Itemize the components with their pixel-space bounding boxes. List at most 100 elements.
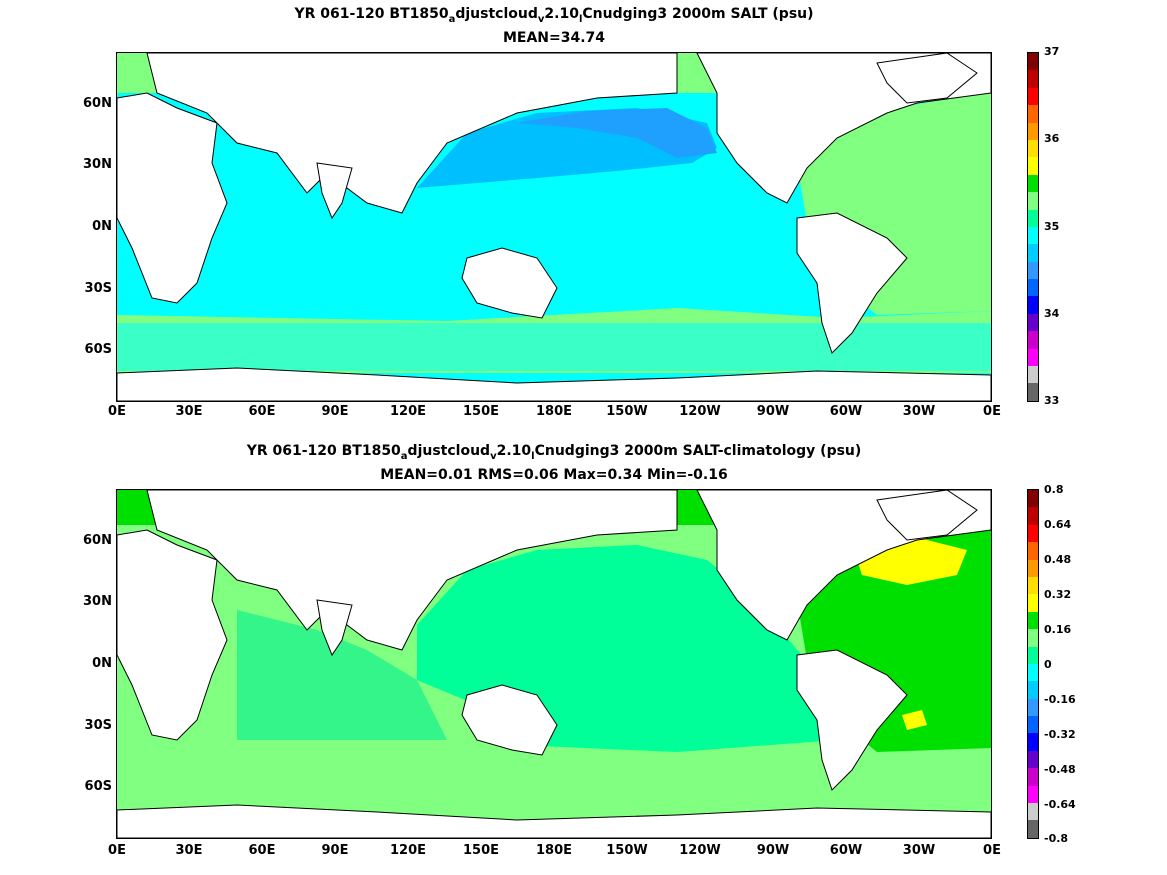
panel1-ytick-0N: 0N xyxy=(92,219,112,234)
south-america xyxy=(796,649,908,791)
colorbar-swatch xyxy=(1028,296,1038,314)
panel1-xtick: 30E xyxy=(175,404,203,419)
panel1-xtick: 90W xyxy=(756,404,790,419)
panel2-ytick-30N: 30N xyxy=(83,594,112,609)
colorbar-swatch xyxy=(1028,105,1038,123)
subpolar-pacific xyxy=(517,108,717,158)
greenland xyxy=(876,490,978,541)
panel2-cbar-label: 0.16 xyxy=(1044,623,1072,636)
colorbar-swatch xyxy=(1028,507,1038,525)
colorbar-swatch xyxy=(1028,313,1038,332)
colorbar-swatch xyxy=(1028,348,1038,367)
panel2-map-svg xyxy=(117,490,991,838)
panel1-ytick-60N: 60N xyxy=(83,96,112,111)
panel2-cbar-label: 0 xyxy=(1044,658,1052,671)
panel1-xtick: 30W xyxy=(902,404,936,419)
colorbar-swatch xyxy=(1028,611,1038,630)
panel2-xtick: 180E xyxy=(535,843,573,858)
panel1-colorbar xyxy=(1027,52,1039,402)
panel1-map-svg xyxy=(117,53,991,401)
panel1-cbar-label: 35 xyxy=(1044,220,1060,233)
panel2-xtick: 0E xyxy=(108,843,126,858)
colorbar-swatch xyxy=(1028,490,1038,508)
colorbar-swatch xyxy=(1028,559,1038,577)
panel1-xtick: 60E xyxy=(248,404,276,419)
panel1-cbar-label: 33 xyxy=(1044,394,1060,407)
panel2-cbar-label: -0.64 xyxy=(1044,798,1076,811)
panel2-cbar-label: -0.8 xyxy=(1044,832,1069,845)
panel2-xtick: 150W xyxy=(606,843,648,858)
colorbar-swatch xyxy=(1028,698,1038,717)
australia xyxy=(461,684,558,756)
panel2-cbar-label: 0.48 xyxy=(1044,553,1072,566)
panel2-cbar-label: -0.48 xyxy=(1044,763,1076,776)
asia xyxy=(146,53,678,214)
antarctica xyxy=(117,804,991,838)
panel2-xtick: 0E xyxy=(983,843,1001,858)
panel1-cbar-label: 34 xyxy=(1044,307,1060,320)
south-america xyxy=(796,212,908,354)
panel2-xtick: 120E xyxy=(389,843,427,858)
colorbar-swatch xyxy=(1028,244,1038,262)
colorbar-swatch xyxy=(1028,331,1038,349)
colorbar-swatch xyxy=(1028,820,1038,838)
panel2-cbar-label: -0.32 xyxy=(1044,728,1076,741)
panel1-map xyxy=(116,52,992,402)
panel1-title: YR 061-120 BT1850adjustcloudv2.10lCnudgi… xyxy=(294,6,814,25)
panel1-ytick-30N: 30N xyxy=(83,157,112,172)
india xyxy=(316,162,353,220)
colorbar-swatch xyxy=(1028,122,1038,140)
panel2-ytick-60N: 60N xyxy=(83,533,112,548)
panel2-xtick: 90E xyxy=(321,843,349,858)
australia xyxy=(461,247,558,319)
colorbar-swatch xyxy=(1028,524,1038,543)
colorbar-swatch xyxy=(1028,733,1038,751)
panel1-cbar-label: 37 xyxy=(1044,45,1060,58)
panel2-xtick: 60E xyxy=(248,843,276,858)
panel2-xtick: 60W xyxy=(829,843,863,858)
panel2-ytick-60S: 60S xyxy=(84,779,112,794)
africa-europe xyxy=(117,92,228,304)
panel2-xtick: 150E xyxy=(462,843,500,858)
panel2-xtick: 30E xyxy=(175,843,203,858)
panel2-map xyxy=(116,489,992,839)
antarctica xyxy=(117,367,991,401)
south-atlantic-warm-patch xyxy=(902,710,927,730)
colorbar-swatch xyxy=(1028,174,1038,193)
colorbar-swatch xyxy=(1028,192,1038,210)
colorbar-swatch xyxy=(1028,542,1038,560)
colorbar-swatch xyxy=(1028,576,1038,595)
colorbar-swatch xyxy=(1028,785,1038,804)
colorbar-swatch xyxy=(1028,663,1038,682)
colorbar-swatch xyxy=(1028,629,1038,647)
colorbar-swatch xyxy=(1028,53,1038,71)
panel2-ytick-30S: 30S xyxy=(84,718,112,733)
indian-ocean xyxy=(237,610,447,740)
panel2-xtick: 120W xyxy=(679,843,721,858)
panel1-xtick: 90E xyxy=(321,404,349,419)
panel2-cbar-label: 0.8 xyxy=(1044,483,1064,496)
colorbar-swatch xyxy=(1028,70,1038,88)
panel2-xtick: 30W xyxy=(902,843,936,858)
africa-europe xyxy=(117,529,228,741)
panel1-subtitle: MEAN=34.74 xyxy=(502,30,606,46)
colorbar-swatch xyxy=(1028,768,1038,786)
colorbar-swatch xyxy=(1028,750,1038,769)
colorbar-swatch xyxy=(1028,594,1038,612)
colorbar-swatch xyxy=(1028,157,1038,175)
colorbar-swatch xyxy=(1028,803,1038,821)
colorbar-swatch xyxy=(1028,209,1038,227)
colorbar-swatch xyxy=(1028,279,1038,297)
panel1-xtick: 150W xyxy=(606,404,648,419)
panel2-colorbar xyxy=(1027,489,1039,839)
panel2-cbar-label: 0.64 xyxy=(1044,518,1072,531)
colorbar-swatch xyxy=(1028,139,1038,158)
panel1-xtick: 180E xyxy=(535,404,573,419)
panel2-title: YR 061-120 BT1850adjustcloudv2.10lCnudgi… xyxy=(246,443,862,462)
panel1-ytick-60S: 60S xyxy=(84,342,112,357)
panel1-xtick: 150E xyxy=(462,404,500,419)
colorbar-swatch xyxy=(1028,261,1038,280)
greenland xyxy=(876,53,978,104)
colorbar-swatch xyxy=(1028,366,1038,384)
colorbar-swatch xyxy=(1028,681,1038,699)
